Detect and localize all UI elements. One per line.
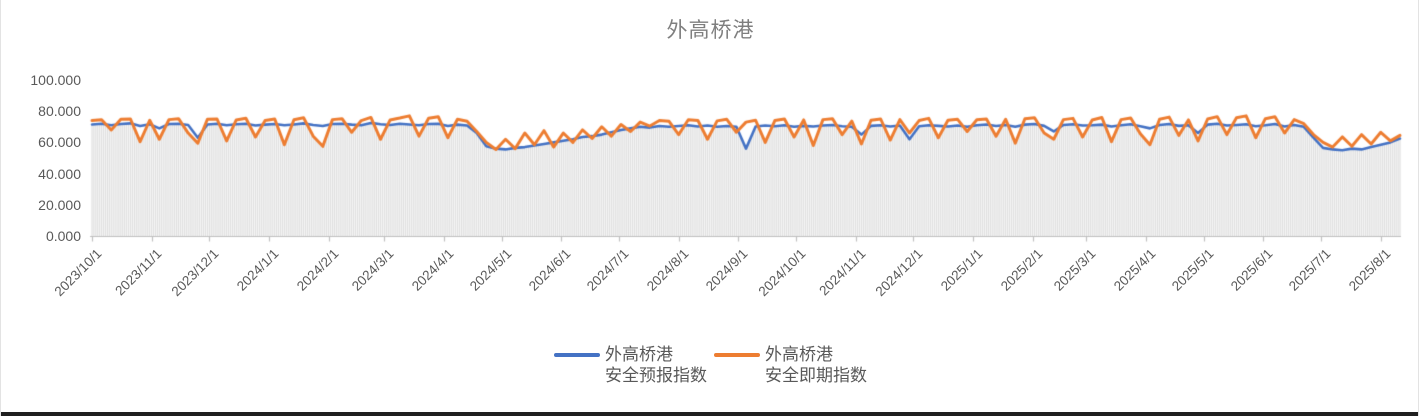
legend-label: 外高桥港 安全预报指数 <box>605 345 707 385</box>
legend-item-spot-index: 外高桥港 安全即期指数 <box>714 344 867 386</box>
y-axis-tick-label: 60.000 <box>38 134 81 151</box>
chart-title: 外高桥港 <box>666 19 755 42</box>
y-axis-tick-label: 100.000 <box>30 72 81 88</box>
legend-label: 外高桥港 安全即期指数 <box>765 345 867 385</box>
legend-item-forecast-index: 外高桥港 安全预报指数 <box>554 344 707 386</box>
legend: 外高桥港 安全预报指数 外高桥港 安全即期指数 <box>1 344 1418 386</box>
y-axis-tick-label: 20.000 <box>38 196 81 213</box>
legend-line-swatch <box>554 353 600 357</box>
y-axis-tick-label: 40.000 <box>38 165 81 182</box>
y-axis-tick-label: 0.000 <box>45 228 81 244</box>
window-bottom-edge <box>1 412 1418 416</box>
y-axis-tick-label: 80.000 <box>38 103 81 120</box>
legend-line-swatch <box>714 353 760 357</box>
